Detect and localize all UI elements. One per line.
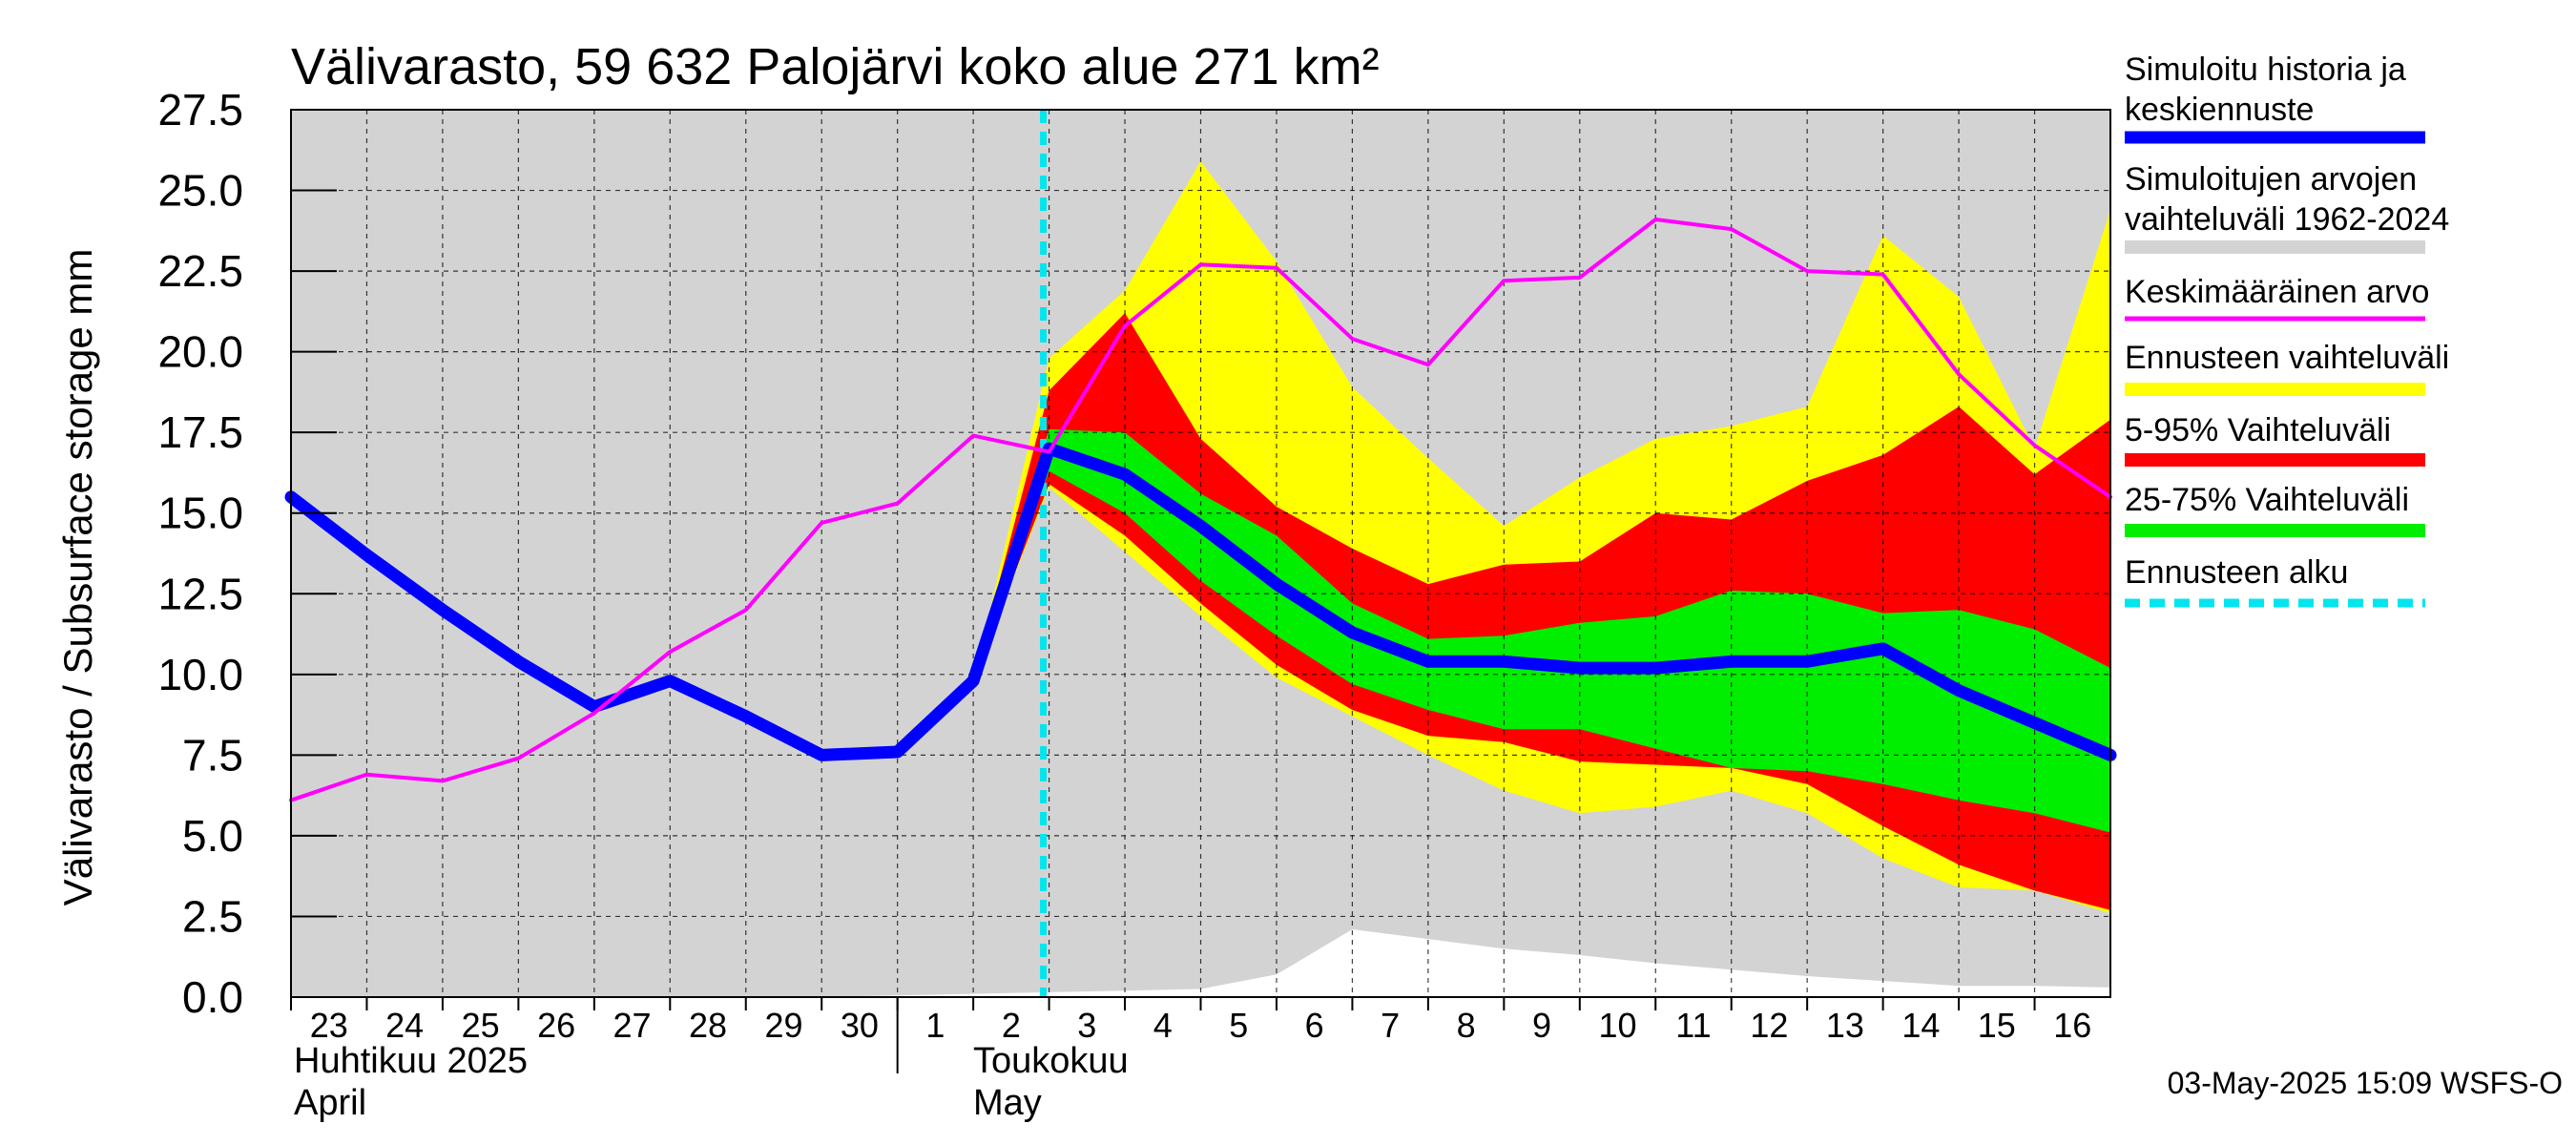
x-tick-label: 30 xyxy=(841,1006,879,1045)
x-tick-label: 25 xyxy=(462,1006,500,1045)
timestamp: 03-May-2025 15:09 WSFS-O xyxy=(2168,1066,2563,1100)
month-label-april-en: April xyxy=(294,1083,366,1123)
x-tick-label: 11 xyxy=(1675,1006,1711,1045)
x-tick-label: 4 xyxy=(1153,1006,1173,1045)
x-tick-label: 24 xyxy=(385,1006,424,1045)
x-tick-label: 29 xyxy=(764,1006,802,1045)
y-tick-label: 20.0 xyxy=(157,327,243,377)
y-tick-label: 2.5 xyxy=(182,891,243,941)
grid-layer xyxy=(291,110,2110,997)
x-tick-label: 15 xyxy=(1978,1006,2016,1045)
x-tick-label: 23 xyxy=(310,1006,348,1045)
month-label-may-fi: Toukokuu xyxy=(973,1041,1129,1081)
y-tick-label: 27.5 xyxy=(157,85,243,135)
x-tick-label: 6 xyxy=(1305,1006,1324,1045)
band-3 xyxy=(973,428,2110,833)
y-tick-label: 22.5 xyxy=(157,246,243,296)
y-tick-label: 7.5 xyxy=(182,730,243,780)
legend-label: 25-75% Vaihteluväli xyxy=(2125,482,2409,518)
y-tick-label: 10.0 xyxy=(157,650,243,699)
y-tick-label: 15.0 xyxy=(157,489,243,538)
series-mean-value xyxy=(289,218,2112,802)
legend-label: keskiennuste xyxy=(2125,92,2314,128)
y-axis-label: Välivarasto / Subsurface storage mm xyxy=(55,249,100,906)
x-tick-label: 26 xyxy=(537,1006,575,1045)
x-tick-labels: 23 24 25 26 27 28 29 30 1 2 3 4 5 6 7 8 9 10 11 12 13 14 15 16 xyxy=(310,1006,2092,1045)
x-tick-label: 14 xyxy=(1901,1006,1940,1045)
chart-title: Välivarasto, 59 632 Palojärvi koko alue … xyxy=(291,38,1380,95)
month-label-may-en: May xyxy=(973,1083,1042,1123)
legend: Simuloitu historia ja keskiennuste Simuloi… xyxy=(2125,52,2449,608)
x-tick-label: 2 xyxy=(1002,1006,1021,1045)
x-tick-label: 9 xyxy=(1532,1006,1551,1045)
legend-label: Simuloitu historia ja xyxy=(2125,52,2406,88)
x-tick-label: 1 xyxy=(925,1006,945,1045)
y-tick-labels: 0.0 2.5 5.0 7.5 10.0 12.5 15.0 17.5 20.0 22.5 25.0… xyxy=(157,85,243,1022)
x-tick-label: 3 xyxy=(1077,1006,1096,1045)
y-tick-label: 25.0 xyxy=(157,166,243,216)
x-tick-label: 13 xyxy=(1826,1006,1864,1045)
axes-layer xyxy=(290,109,2111,1073)
y-tick-label: 0.0 xyxy=(182,972,243,1022)
x-tick-label: 10 xyxy=(1598,1006,1636,1045)
x-tick-label: 5 xyxy=(1229,1006,1248,1045)
legend-label: Simuloitujen arvojen xyxy=(2125,161,2417,198)
y-tick-label: 17.5 xyxy=(157,407,243,457)
x-tick-label: 16 xyxy=(2053,1006,2091,1045)
legend-label: Ennusteen vaihteluväli xyxy=(2125,340,2449,376)
legend-label: Keskimääräinen arvo xyxy=(2125,274,2429,310)
legend-label: Ennusteen alku xyxy=(2125,554,2348,591)
y-tick-label: 5.0 xyxy=(182,811,243,861)
legend-label: vaihteluväli 1962-2024 xyxy=(2125,201,2449,238)
x-tick-label: 27 xyxy=(613,1006,652,1045)
legend-label: 5-95% Vaihteluväli xyxy=(2125,412,2391,448)
x-tick-label: 7 xyxy=(1381,1006,1400,1045)
y-tick-label: 12.5 xyxy=(157,569,243,618)
lines-layer xyxy=(284,110,2117,997)
month-label-april-fi: Huhtikuu 2025 xyxy=(294,1041,528,1081)
x-tick-label: 8 xyxy=(1457,1006,1476,1045)
x-tick-label: 28 xyxy=(689,1006,727,1045)
x-tick-label: 12 xyxy=(1750,1006,1788,1045)
series-simulated-forecast xyxy=(284,442,2117,761)
